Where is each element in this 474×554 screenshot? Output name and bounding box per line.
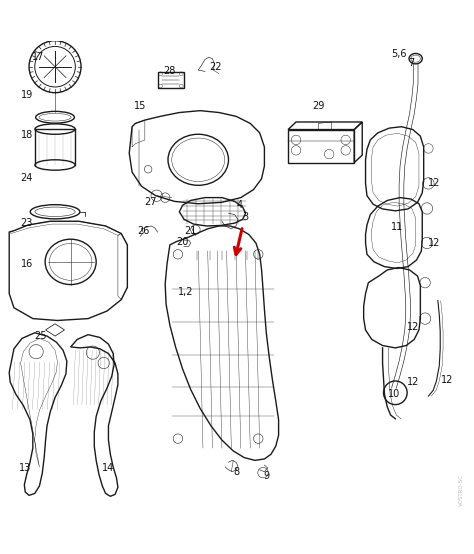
Text: 26: 26 (137, 225, 150, 235)
Text: 21: 21 (184, 225, 197, 235)
Text: 9: 9 (263, 471, 269, 481)
Text: 20: 20 (176, 237, 189, 247)
Text: 19: 19 (20, 90, 33, 100)
Text: 14: 14 (102, 463, 115, 474)
Text: 15: 15 (134, 101, 146, 111)
Text: 13: 13 (19, 463, 31, 474)
Text: 17: 17 (32, 52, 45, 62)
Text: 7: 7 (408, 58, 414, 68)
Text: 23: 23 (20, 218, 33, 228)
Text: 16: 16 (20, 259, 33, 269)
Text: 29: 29 (312, 101, 325, 111)
Text: 11: 11 (391, 222, 403, 232)
Text: 12: 12 (441, 375, 454, 385)
Text: 10: 10 (388, 389, 400, 399)
Text: 12: 12 (428, 238, 441, 248)
Text: 12: 12 (407, 322, 419, 332)
Text: VOSTRO-SC: VOSTRO-SC (459, 474, 464, 506)
Text: 8: 8 (233, 466, 239, 476)
Text: 12: 12 (407, 377, 419, 387)
Text: 27: 27 (145, 197, 157, 207)
Text: 1,2: 1,2 (178, 287, 194, 297)
Text: 5,6: 5,6 (391, 49, 406, 59)
Text: 22: 22 (210, 62, 222, 72)
Text: 12: 12 (428, 178, 441, 188)
Text: 24: 24 (20, 173, 33, 183)
Text: 25: 25 (35, 331, 47, 341)
Text: 4: 4 (237, 200, 242, 210)
Text: 3: 3 (242, 212, 248, 222)
Text: 18: 18 (20, 130, 33, 140)
Text: 28: 28 (164, 66, 176, 76)
